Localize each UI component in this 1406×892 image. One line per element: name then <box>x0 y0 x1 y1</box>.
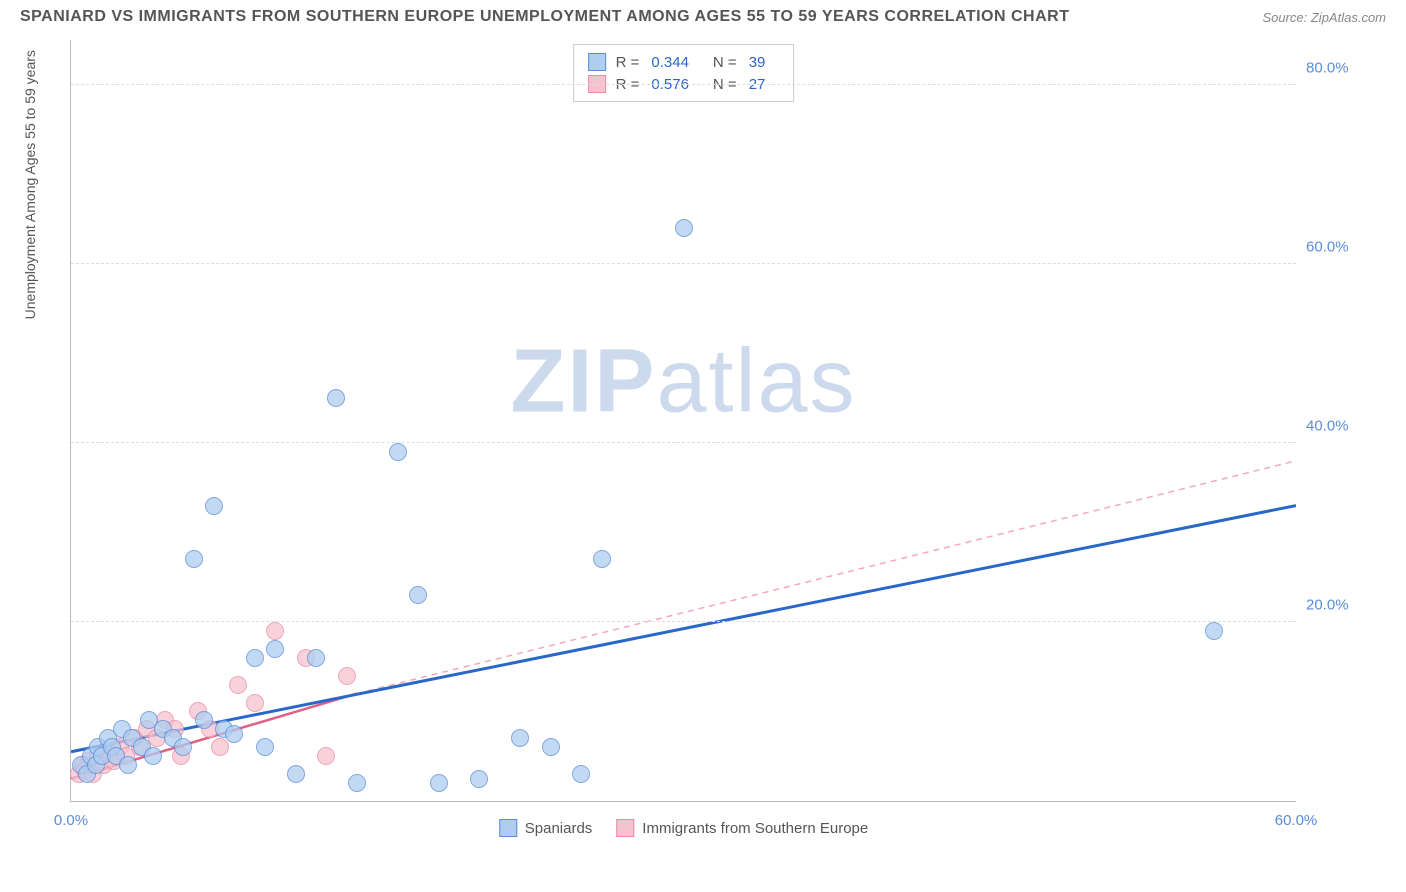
legend-item-spaniards: Spaniards <box>499 819 593 837</box>
legend-item-immigrants: Immigrants from Southern Europe <box>616 819 868 837</box>
y-tick-label: 60.0% <box>1306 238 1376 255</box>
spaniards-point <box>470 770 488 788</box>
y-tick-label: 20.0% <box>1306 596 1376 613</box>
trendline <box>357 461 1296 694</box>
legend-stats-row-1: R = 0.344 N = 39 <box>588 51 780 73</box>
spaniards-point <box>119 756 137 774</box>
swatch-spaniards-icon <box>499 819 517 837</box>
spaniards-point <box>1205 622 1223 640</box>
watermark: ZIPatlas <box>510 331 856 434</box>
chart-title: SPANIARD VS IMMIGRANTS FROM SOUTHERN EUR… <box>20 8 1069 26</box>
spaniards-point <box>348 774 366 792</box>
n-label-1: N = <box>713 54 737 71</box>
watermark-atlas: atlas <box>656 332 856 432</box>
immigrants-point <box>338 667 356 685</box>
spaniards-point <box>287 765 305 783</box>
spaniards-point <box>185 550 203 568</box>
legend-stats-box: R = 0.344 N = 39 R = 0.576 N = 27 <box>573 44 795 102</box>
immigrants-point <box>266 622 284 640</box>
gridline <box>71 263 1296 264</box>
gridline <box>71 84 1296 85</box>
y-tick-label: 40.0% <box>1306 417 1376 434</box>
y-axis-label: Unemployment Among Ages 55 to 59 years <box>22 50 38 319</box>
immigrants-point <box>229 676 247 694</box>
r-label-1: R = <box>616 54 640 71</box>
legend-label-spaniards: Spaniards <box>525 820 593 837</box>
spaniards-point <box>389 443 407 461</box>
x-tick-label: 0.0% <box>54 812 88 829</box>
source-label: Source: ZipAtlas.com <box>1262 10 1386 25</box>
trendlines-layer <box>71 40 1296 801</box>
trendline <box>71 506 1296 752</box>
spaniards-point <box>246 649 264 667</box>
spaniards-point <box>205 497 223 515</box>
swatch-spaniards-icon <box>588 53 606 71</box>
immigrants-point <box>246 694 264 712</box>
y-tick-label: 80.0% <box>1306 59 1376 76</box>
spaniards-point <box>327 389 345 407</box>
spaniards-point <box>174 738 192 756</box>
spaniards-point <box>307 649 325 667</box>
spaniards-point <box>511 729 529 747</box>
spaniards-point <box>144 747 162 765</box>
bottom-legend: Spaniards Immigrants from Southern Europ… <box>499 819 868 837</box>
gridline <box>71 442 1296 443</box>
spaniards-point <box>430 774 448 792</box>
legend-label-immigrants: Immigrants from Southern Europe <box>642 820 868 837</box>
immigrants-point <box>317 747 335 765</box>
x-tick-label: 60.0% <box>1275 812 1318 829</box>
swatch-immigrants-icon <box>616 819 634 837</box>
watermark-zip: ZIP <box>510 332 656 432</box>
spaniards-point <box>409 586 427 604</box>
spaniards-point <box>256 738 274 756</box>
gridline <box>71 621 1296 622</box>
spaniards-point <box>675 219 693 237</box>
spaniards-point <box>542 738 560 756</box>
spaniards-point <box>572 765 590 783</box>
spaniards-point <box>195 711 213 729</box>
chart-container: Unemployment Among Ages 55 to 59 years Z… <box>40 40 1386 852</box>
spaniards-point <box>225 725 243 743</box>
immigrants-point <box>211 738 229 756</box>
plot-area: ZIPatlas R = 0.344 N = 39 R = 0.576 N = … <box>70 40 1296 802</box>
spaniards-point <box>593 550 611 568</box>
r-value-1: 0.344 <box>651 54 689 71</box>
n-value-1: 39 <box>749 54 766 71</box>
spaniards-point <box>266 640 284 658</box>
